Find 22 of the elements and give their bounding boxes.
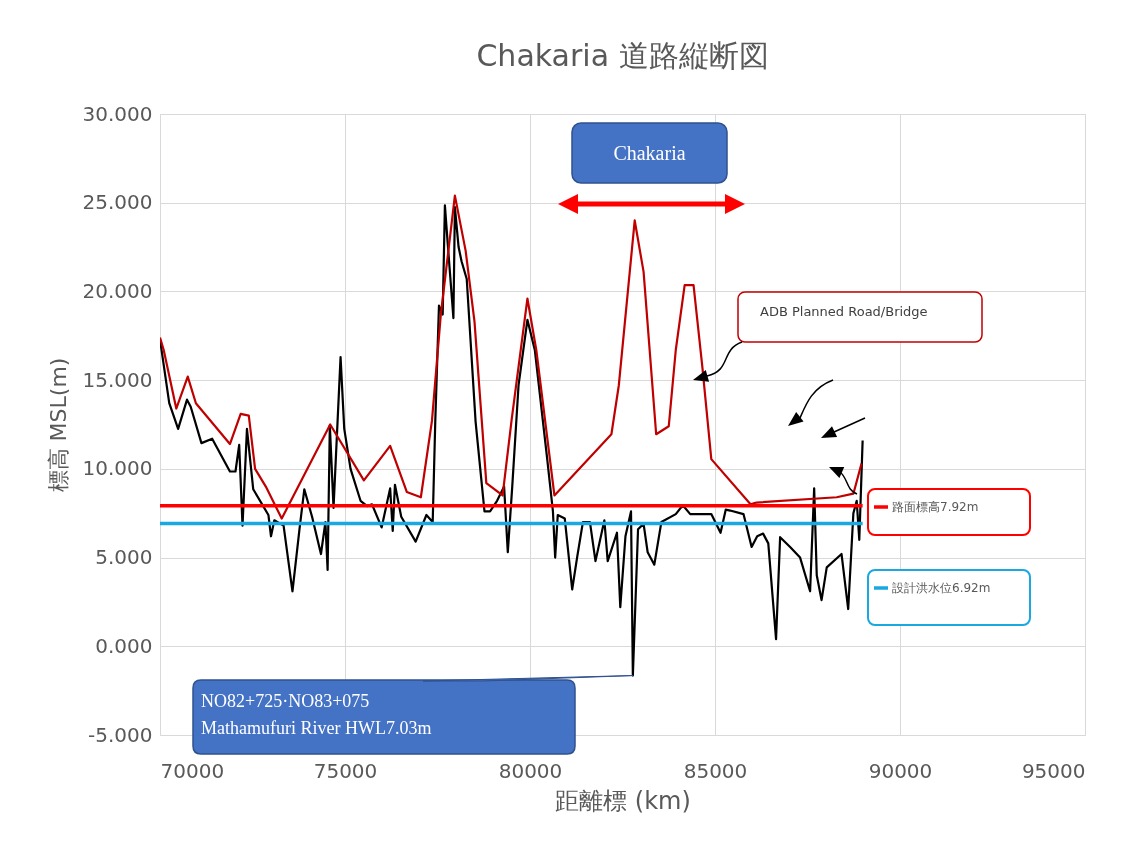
ref-line-label: 路面標高7.92m — [892, 500, 979, 514]
y-tick-label: 10.000 — [82, 456, 153, 481]
annotation: Chakaria — [613, 142, 686, 164]
y-tick-label: 25.000 — [82, 190, 153, 215]
x-tick-label: 95000 — [1021, 758, 1086, 783]
chart-title: Chakaria 道路縦断図 — [476, 38, 769, 73]
y-tick-label: -5.000 — [88, 722, 153, 747]
y-tick-label: 5.000 — [95, 545, 153, 570]
x-tick-label: 85000 — [683, 758, 748, 783]
legend-label: 設計洪水位6.92m — [892, 581, 991, 595]
annotation: ADB Planned Road/Bridge — [760, 304, 928, 319]
y-tick-label: 20.000 — [82, 278, 153, 303]
y-tick-label: 15.000 — [82, 367, 153, 392]
annotation: NO82+725·NO83+075 Mathamufuri River HWL7.03m — [201, 691, 432, 738]
y-tick-label: 30.000 — [82, 101, 153, 126]
x-tick-label: 75000 — [313, 758, 378, 783]
x-axis-title: 距離標 (km) — [555, 786, 691, 815]
x-tick-label: 90000 — [868, 758, 933, 783]
y-tick-label: 0.000 — [95, 633, 153, 658]
y-axis-title: 標高 MSL(m) — [45, 357, 71, 493]
x-tick-label: 70000 — [160, 758, 225, 783]
x-tick-label: 80000 — [498, 758, 563, 783]
